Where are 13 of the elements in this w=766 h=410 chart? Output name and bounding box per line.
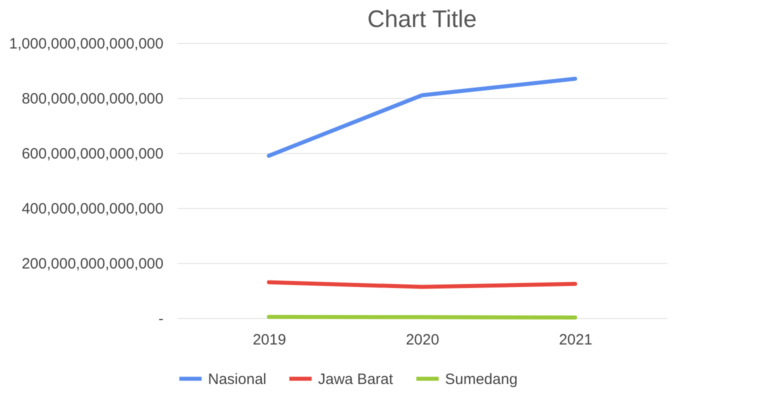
y-tick-label: 800,000,000,000,000 <box>22 90 164 108</box>
y-tick-label: - <box>158 310 164 328</box>
legend-label: Jawa Barat <box>318 370 394 388</box>
legend-label: Sumedang <box>445 370 518 388</box>
legend-label: Nasional <box>208 370 266 388</box>
y-tick-label: 200,000,000,000,000 <box>22 256 164 272</box>
y-tick-label: 400,000,000,000,000 <box>22 200 164 218</box>
x-tick-label: 2021 <box>558 332 592 348</box>
y-tick-label: 600,000,000,000,000 <box>22 146 164 162</box>
x-tick-label: 2019 <box>252 332 286 348</box>
y-tick-label: 1,000,000,000,000,000 <box>9 36 164 52</box>
x-tick-label: 2020 <box>406 332 440 348</box>
chart-title: Chart Title <box>367 6 477 33</box>
